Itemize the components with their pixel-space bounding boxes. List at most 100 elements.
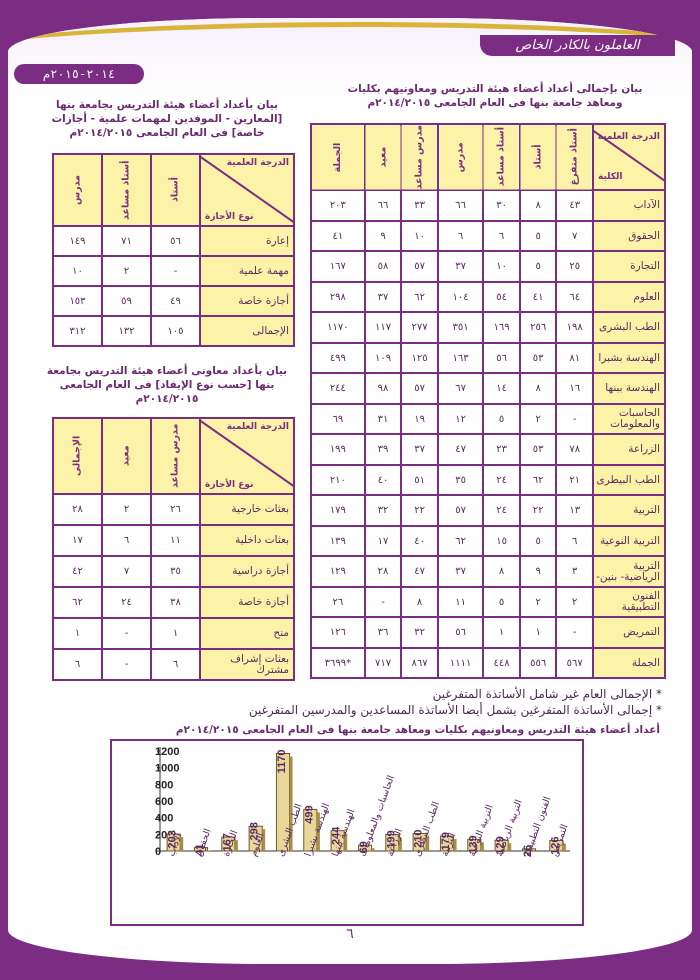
row-label: منح [199,617,295,650]
table-cell: ٢١٠ [310,463,366,497]
table-cell: ٢ [518,585,558,619]
table-cell: ١٩ [400,402,439,436]
table-cell: - [101,648,152,681]
column-header: مدرس [437,124,484,191]
table-row: التربية النوعية ٦ ٥ ١٥ ٦٢ ٤٠ ١٧ ١٣٩ [310,524,666,558]
table-cell: ٥٧ [400,250,439,283]
table-row: التمريض -١ ١ ٥٦ ٣٢ ٣٦ ١٢٦ [310,616,666,649]
table-cell: ١٧٩ [310,494,366,527]
table-row: إعارة ٥٦ ٧١ ١٤٩ [52,225,295,257]
row-label: أجازة دراسية [199,555,295,588]
table-cell: ١٢ [436,402,485,436]
header-band [480,35,675,56]
row-label: الزراعة [592,433,666,466]
bar [357,844,373,852]
table-cell: ٥٣ [518,341,558,375]
table-cell: ٥ [482,402,521,436]
header-row: الدرجة العلمية الكلية أستاذ متفرغ أستاذ أستا… [311,122,666,192]
table-row: الطب البشرى ١٩٨ ٢٥٦ ١٦٩ ٣٥١ ٢٧٧ ١١٧ ١١٧٠ [310,311,666,344]
bar-side [453,839,457,851]
bar-side [398,837,402,851]
table-cell: ١٠٩ [363,341,403,375]
table-cell: ٦ [52,648,103,681]
table-row: الحاسبات والمعلومات -٢ ٥ ١٢ ١٩ ٣١ ٦٩ [310,402,666,436]
table-cell: ٣٥ [436,463,485,497]
row-label: أجازة خاصة [199,586,295,619]
header-corner: الدرجة العلمية الكلية [592,122,666,192]
table-cell: ١٦٣ [436,341,485,375]
table-cell: ٣ [555,555,594,588]
table-cell: ٤٩ [150,285,201,317]
y-tick-label: 0 [155,846,161,858]
table-cell: ٦٤ [555,280,594,314]
table-cell: ٢ [555,585,594,619]
header-corner: الدرجة العلمية نوع الأجازة [199,417,295,495]
table-cell: ٦٢ [400,280,439,314]
table-cell: ٤٢ [52,555,103,588]
diag-cell: الدرجة العلمية نوع الأجازة [201,420,293,492]
table-cell: ٨١ [555,341,594,375]
table-cell: ١١٧٠ [310,311,366,344]
header-date: ٢٠١٤-٢٠١٥م [14,64,144,84]
table-cell: ٦٢ [52,586,103,619]
chart-frame [110,739,584,926]
row-label: مهمة علمية [199,255,295,287]
table-cell: ٧ [101,555,152,588]
table-cell: ١٢٦ [310,616,366,649]
row-label: الآداب [592,189,666,222]
table-cell: ١٤٩ [52,225,103,257]
table-row: الحقوق ٧ ٥ ٦ ٦ ١٠ ٩ ٤١ [310,219,666,253]
table-cell: ٤٤٨ [482,646,521,680]
table-cell: ٤١ [518,280,558,314]
table-cell: ٣٦ [363,616,403,649]
table-cell: ٤٠ [400,524,439,558]
table-cell: ٢ [101,255,152,287]
table-cell: ٥ [482,585,521,619]
table-cell: ٩ [363,219,403,253]
row-label: التربية [592,494,666,527]
row-label: التمريض [592,616,666,649]
table-cell: ٦٦ [436,189,485,222]
table-cell: ٥٩ [101,285,152,317]
table-cell: ٨ [400,585,439,619]
table-row: الإجمالى ١٠٥ ١٣٢ ٣١٢ [52,315,295,347]
row-label: الطب البشرى [592,311,666,344]
table-cell: ٨ [518,189,558,222]
bar [193,847,209,852]
table-row: التربية الرياضية- بنين- ٣ ٩ ٨ ٣٧ ٤٧ ٢٨ ١٢٩ [310,555,666,588]
table-cell: ٦ [482,219,521,253]
table-cell: ١٣ [555,494,594,527]
table-cell: ٣٥ [150,555,201,588]
table-cell: ١٠٥ [150,315,201,347]
table-cell: *٣٦٩٩ [310,646,366,680]
table-cell: ٧٨ [555,433,594,466]
y-tick-label: 400 [155,813,173,825]
bar-side [426,836,430,851]
header-bottom: نوع الأجازة [205,212,254,222]
header-bottom: نوع الأجازة [205,480,254,490]
row-label: الإجمالى [199,315,295,347]
table-cell: ١٢٥ [400,341,439,375]
table-cell: - [101,617,152,650]
table-cell: ٩٨ [363,372,403,405]
data-label: 199 [385,830,397,848]
row-label: إعارة [199,225,295,257]
table-cell: ٦ [555,524,594,558]
table-row: الطب البيطرى ٢١ ٦٢ ٢٤ ٣٥ ٥١ ٤٠ ٢١٠ [310,463,666,497]
data-label: 179 [440,832,452,850]
column-header: الجملة [311,124,365,191]
table-row: الهندسة بشبرا ٨١ ٥٣ ٥٦ ١٦٣ ١٢٥ ١٠٩ ٤٩٩ [310,341,666,375]
table-row: الزراعة ٧٨ ٥٣ ٢٣ ٤٧ ٣٧ ٣٩ ١٩٩ [310,433,666,466]
table-cell: ٨ [482,555,521,588]
data-label: 1170 [276,750,288,774]
row-label: الهندسة بشبرا [592,341,666,375]
table-cell: ٥٨ [363,250,403,283]
bar-side [234,840,238,851]
table-cell: ٤٧ [436,433,485,466]
header-bottom: الكلية [598,172,623,183]
bar-side [371,848,375,851]
table-row: أجازة دراسية ٣٥ ٧ ٤٢ [52,555,295,588]
table-cell: ٢٠٣ [310,189,366,222]
row-label: بعثات إشراف مشترك [199,648,295,681]
